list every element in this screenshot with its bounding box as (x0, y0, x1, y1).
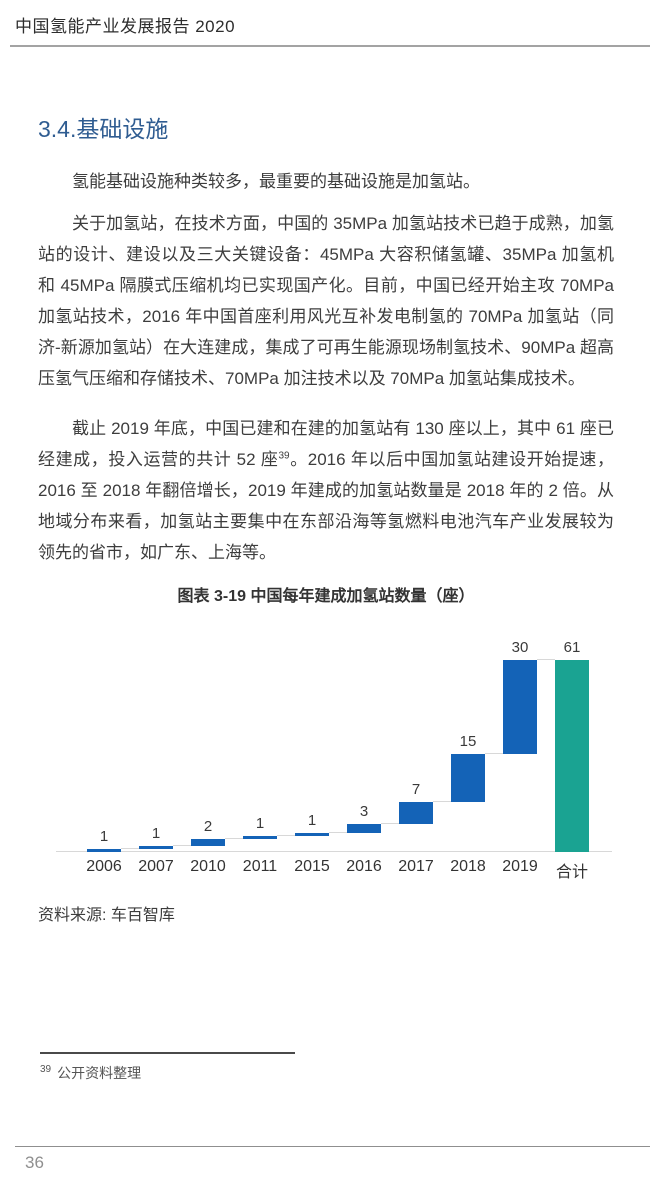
chart-bar-value: 3 (359, 802, 369, 820)
chart-bar-value: 61 (563, 639, 581, 656)
chart-connector (485, 753, 503, 755)
chart-bar-value: 2 (203, 818, 213, 836)
chart-x-axis: 2006 2007 2010 2011 2015 2016 2017 2018 2019 合计 (78, 858, 598, 881)
header-rule (10, 45, 650, 47)
chart-bar (295, 833, 329, 837)
chart-bar (451, 754, 485, 802)
chart-x-label: 2010 (190, 858, 226, 875)
chart-bar-value: 30 (511, 639, 529, 656)
footnote-reference: 39 (278, 450, 290, 462)
chart-connector (277, 835, 295, 837)
header-title: 中国氢能产业发展报告 2020 (15, 17, 236, 36)
chart-bar (347, 823, 381, 834)
paragraph-intro: 氢能基础设施种类较多，最重要的基础设施是加氢站。 (72, 172, 480, 191)
chart-bar (399, 801, 433, 824)
chart-bar (243, 836, 277, 840)
footnote: 39 公开资料整理 (40, 1063, 141, 1083)
chart-x-label: 2018 (450, 858, 486, 875)
chart-bar (503, 660, 537, 755)
chart-bar-value: 1 (255, 815, 265, 833)
chart-connector (329, 832, 347, 834)
page-number: 36 (25, 1153, 44, 1172)
chart-bar-value: 1 (151, 824, 161, 842)
chart-plot: 1 1 2 1 1 3 7 15 30 61 (56, 639, 612, 852)
chart-x-label: 2017 (398, 858, 434, 875)
chart-connector (121, 847, 139, 849)
chart-connector (173, 844, 191, 846)
chart-x-label: 2015 (294, 858, 330, 875)
chart-bar (139, 845, 173, 849)
chart-x-label: 2007 (138, 858, 174, 875)
section-heading: 3.4.基础设施 (38, 116, 169, 142)
chart-x-label: 2019 (502, 858, 538, 875)
chart-bar (191, 839, 225, 846)
paragraph-stations-text: 截止 2019 年底，中国已建和在建的加氢站有 130 座以上，其中 61 座已… (38, 419, 614, 469)
footnote-text: 公开资料整理 (57, 1065, 142, 1081)
chart-bar-value: 15 (459, 733, 477, 751)
chart-connector (537, 659, 555, 660)
chart-x-label: 2016 (346, 858, 382, 875)
chart-bar-value: 1 (99, 827, 109, 845)
chart-x-label: 2006 (86, 858, 122, 875)
paragraph-technology: 关于加氢站，在技术方面，中国的 35MPa 加氢站技术已趋于成熟，加氢站的设计、… (38, 214, 614, 388)
chart-bar-total (555, 660, 589, 852)
chart-bar-value: 1 (307, 812, 317, 830)
figure-title: 图表 3-19 中国每年建成加氢站数量（座） (177, 588, 475, 605)
footnote-rule (40, 1052, 295, 1054)
footnote-marker: 39 (40, 1064, 52, 1076)
waterfall-chart: 1 1 2 1 1 3 7 15 30 61 2006 2007 2010 2011 2015 2016 20… (48, 622, 612, 881)
chart-bar (87, 848, 121, 852)
chart-connector (381, 822, 399, 824)
chart-bar-value: 7 (411, 780, 421, 798)
chart-x-label: 2011 (242, 858, 278, 875)
footer-rule (15, 1146, 650, 1147)
chart-connector (433, 800, 451, 802)
chart-connector (225, 838, 243, 840)
paragraph-stations-text-continued: 。2016 年以后中国加氢站建设开始提速，2016 至 2018 年翻倍增长，2… (38, 450, 615, 562)
figure-source: 资料来源: 车百智库 (38, 907, 175, 924)
paragraph-stations: 截止 2019 年底，中国已建和在建的加氢站有 130 座以上，其中 61 座已… (38, 413, 614, 568)
chart-baseline (56, 851, 612, 852)
chart-x-label: 合计 (555, 864, 588, 881)
